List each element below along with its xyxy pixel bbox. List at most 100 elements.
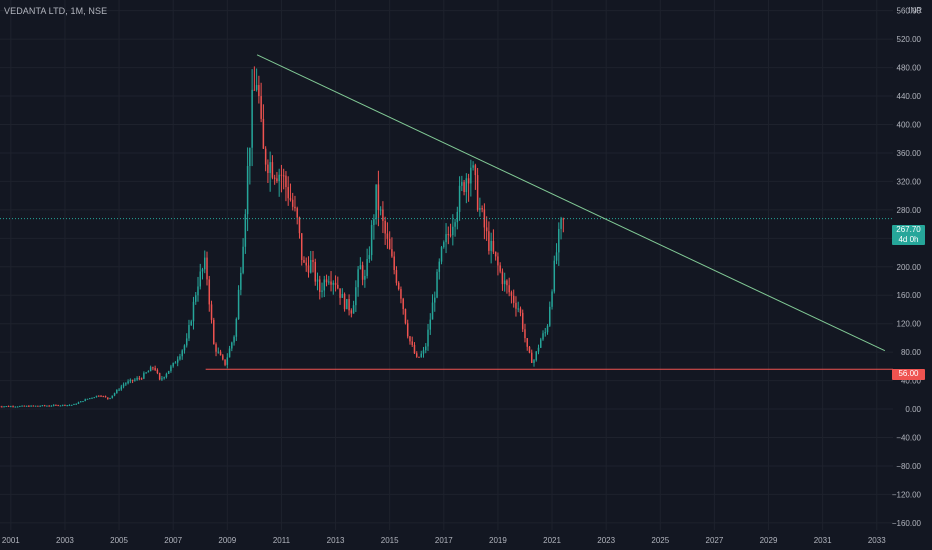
- candle-body: [291, 199, 294, 207]
- candle-body: [510, 292, 513, 296]
- candle-body: [447, 234, 450, 236]
- candle-body: [373, 219, 375, 226]
- candle-body: [404, 309, 407, 324]
- candle-body: [226, 357, 229, 365]
- candle-body: [64, 404, 66, 406]
- candle-body: [48, 405, 50, 407]
- candle-body: [158, 373, 161, 380]
- support-price-badge: 56.00: [892, 369, 925, 380]
- candle-body: [116, 389, 118, 394]
- candle-body: [77, 402, 80, 404]
- candle-body: [481, 208, 483, 210]
- candle-body: [445, 234, 447, 243]
- candle-body: [260, 96, 262, 119]
- candle-body: [519, 308, 522, 313]
- candle-body: [319, 279, 321, 292]
- candle-body: [555, 252, 558, 261]
- candle-body: [233, 336, 235, 343]
- trendline[interactable]: [256, 54, 886, 352]
- y-axis-tick-label: 80.00: [901, 348, 922, 357]
- candle-body: [19, 406, 21, 408]
- candle-body: [134, 379, 136, 381]
- candle-body: [452, 226, 454, 236]
- candle-body: [25, 405, 28, 407]
- candle-body: [334, 282, 337, 285]
- candle-body: [465, 178, 468, 193]
- candle-body: [228, 348, 231, 358]
- candle-body: [235, 319, 238, 337]
- candle-body: [199, 271, 201, 287]
- candle-body: [553, 260, 556, 292]
- candle-body: [113, 393, 116, 396]
- candle-body: [251, 89, 253, 148]
- candle-body: [540, 339, 542, 348]
- candle-body: [546, 325, 549, 333]
- x-axis-tick-label: 2023: [597, 536, 615, 545]
- candle-body: [7, 406, 10, 408]
- candle-body: [32, 405, 35, 407]
- candle-body: [472, 165, 474, 168]
- candle-body: [43, 405, 46, 407]
- candle-body: [316, 279, 319, 282]
- candle-body: [34, 405, 37, 407]
- candle-body: [269, 162, 271, 173]
- candle-body: [517, 308, 519, 310]
- candle-body: [470, 167, 472, 184]
- candle-body: [176, 359, 179, 363]
- candle-body: [422, 350, 425, 354]
- candle-body: [10, 406, 12, 408]
- candle-body: [309, 259, 312, 273]
- candle-body: [217, 351, 220, 353]
- candle-body: [427, 329, 429, 347]
- candle-body: [395, 270, 398, 283]
- candle-body: [420, 353, 422, 357]
- candle-body: [276, 178, 278, 182]
- candle-body: [312, 259, 314, 262]
- candle-body: [125, 383, 127, 385]
- candle-body: [39, 405, 41, 407]
- candle-body: [21, 405, 23, 407]
- y-axis-tick-label: 40.00: [901, 377, 922, 386]
- candle-body: [479, 208, 481, 210]
- x-axis-tick-label: 2027: [706, 536, 724, 545]
- candle-body: [549, 306, 551, 326]
- x-axis-tick-label: 2007: [164, 536, 182, 545]
- current-price-value: 267.70: [896, 225, 921, 234]
- candle-body: [528, 346, 531, 353]
- candle-body: [30, 405, 32, 407]
- candle-body: [402, 298, 404, 310]
- candle-body: [165, 373, 168, 378]
- y-axis-tick-label: 200.00: [897, 263, 922, 272]
- candle-body: [436, 271, 438, 298]
- candle-body: [449, 234, 452, 236]
- x-axis-tick-label: 2001: [2, 536, 20, 545]
- candle-body: [409, 336, 411, 342]
- candle-body: [558, 228, 560, 253]
- candle-body: [506, 280, 508, 286]
- candle-body: [89, 398, 91, 400]
- y-axis-tick-label: 440.00: [897, 92, 922, 101]
- candle-body: [562, 218, 565, 220]
- candle-body: [438, 261, 441, 272]
- candle-body: [57, 405, 59, 407]
- x-axis-tick-label: 2021: [543, 536, 561, 545]
- symbol-title: VEDANTA LTD, 1M, NSE: [4, 6, 108, 16]
- y-axis-tick-label: −160.00: [892, 519, 922, 528]
- candle-body: [350, 310, 353, 314]
- candle-body: [98, 395, 100, 397]
- candle-body: [364, 275, 366, 280]
- x-axis-tick-label: 2025: [651, 536, 669, 545]
- candle-body: [294, 206, 296, 209]
- candle-body: [104, 396, 107, 398]
- y-axis-tick-label: 280.00: [897, 206, 922, 215]
- candle-body: [415, 353, 418, 357]
- x-axis-tick-label: 2003: [56, 536, 74, 545]
- candle-body: [206, 257, 208, 280]
- candle-body: [551, 291, 553, 307]
- candle-body: [219, 351, 222, 356]
- x-axis-tick-label: 2013: [327, 536, 345, 545]
- candle-body: [476, 175, 479, 210]
- candle-body: [161, 378, 163, 380]
